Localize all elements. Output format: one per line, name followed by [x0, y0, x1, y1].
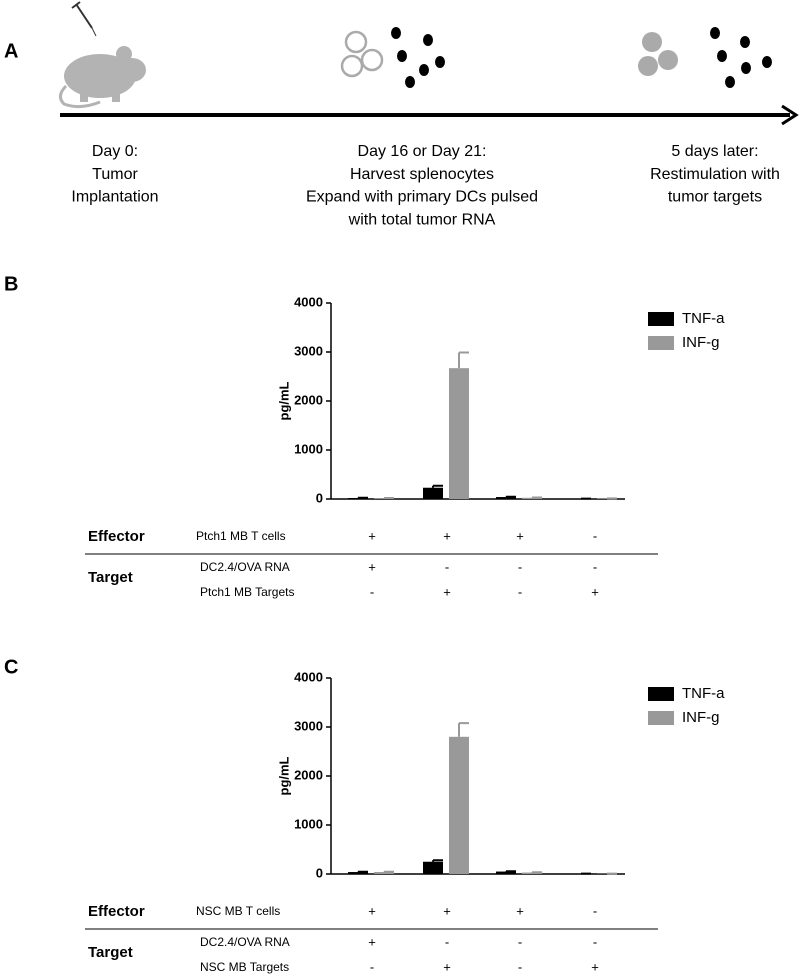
cells-open: [340, 30, 384, 78]
row-label: DC2.4/OVA RNA: [200, 935, 290, 949]
y-axis-label: pg/mL: [276, 381, 291, 420]
row-header: Effector: [88, 903, 145, 920]
cells-filled: [638, 32, 678, 76]
y-tick-label: 2000: [294, 392, 323, 407]
bar: [496, 497, 516, 499]
sign: -: [518, 559, 522, 574]
sign: -: [445, 559, 449, 574]
sign: -: [445, 934, 449, 949]
legend-label: INF-g: [682, 334, 720, 351]
sign: +: [443, 903, 451, 918]
sign: -: [518, 934, 522, 949]
step-text: Implantation: [71, 189, 158, 206]
error-bar: [432, 484, 443, 488]
y-tick-label: 3000: [294, 718, 323, 733]
y-tick-label: 2000: [294, 767, 323, 782]
y-tick-label: 0: [316, 865, 323, 880]
step-text: tumor targets: [668, 189, 762, 206]
sign: -: [593, 934, 597, 949]
sign: +: [516, 528, 524, 543]
step-text: 5 days later:: [671, 143, 758, 160]
bar: [374, 872, 394, 874]
sign: -: [593, 903, 597, 918]
bar: [496, 871, 516, 874]
step-text: Tumor: [92, 166, 138, 183]
row-label: DC2.4/OVA RNA: [200, 560, 290, 574]
row-header: Target: [88, 569, 133, 586]
y-tick-label: 4000: [294, 669, 323, 684]
sign: -: [370, 584, 374, 599]
row-label: Ptch1 MB Targets: [200, 585, 295, 599]
row-header: Effector: [88, 528, 145, 545]
sign: +: [368, 528, 376, 543]
step-text: Day 16 or Day 21:: [358, 143, 487, 160]
panel-letter: A: [4, 40, 18, 62]
row-label: Ptch1 MB T cells: [196, 529, 286, 543]
error-bar: [458, 722, 469, 737]
legend-label: TNF-a: [682, 310, 725, 327]
step-text: Day 0:: [92, 143, 138, 160]
step-text: Expand with primary DCs pulsed: [306, 189, 538, 206]
t-cells: [391, 27, 772, 88]
row-label: NSC MB T cells: [196, 904, 280, 918]
legend-swatch: [648, 687, 674, 701]
legend-swatch: [648, 312, 674, 326]
sign: +: [443, 584, 451, 599]
step-text: with total tumor RNA: [348, 211, 496, 228]
legend-swatch: [648, 711, 674, 725]
sign: +: [368, 903, 376, 918]
sign: -: [518, 584, 522, 599]
bar: [423, 861, 443, 874]
y-tick-label: 1000: [294, 816, 323, 831]
error-bar: [458, 351, 469, 369]
sign: +: [591, 584, 599, 599]
bar: [449, 368, 469, 499]
panel-letter: C: [4, 656, 18, 678]
row-label: NSC MB Targets: [200, 960, 289, 974]
bar: [449, 736, 469, 874]
error-bar: [432, 859, 443, 862]
step-text: Harvest splenocytes: [350, 166, 494, 183]
y-tick-label: 4000: [294, 294, 323, 309]
legend-swatch: [648, 336, 674, 350]
legend-label: TNF-a: [682, 685, 725, 702]
step-text: Restimulation with: [650, 166, 780, 183]
legend-label: INF-g: [682, 709, 720, 726]
mouse-icon: [59, 46, 146, 109]
bar: [423, 487, 443, 499]
sign: +: [591, 959, 599, 974]
sign: +: [368, 559, 376, 574]
sign: +: [368, 934, 376, 949]
sign: +: [443, 959, 451, 974]
sign: -: [518, 959, 522, 974]
sign: -: [593, 528, 597, 543]
row-header: Target: [88, 944, 133, 961]
arrow-head: [781, 104, 799, 126]
y-axis-label: pg/mL: [276, 756, 291, 795]
y-tick-label: 0: [316, 490, 323, 505]
y-tick-label: 3000: [294, 343, 323, 358]
sign: -: [593, 559, 597, 574]
sign: +: [516, 903, 524, 918]
sign: -: [370, 959, 374, 974]
syringe-icon: [71, 1, 97, 37]
sign: +: [443, 528, 451, 543]
panel-letter: B: [4, 273, 18, 295]
bar: [348, 872, 368, 874]
y-tick-label: 1000: [294, 441, 323, 456]
